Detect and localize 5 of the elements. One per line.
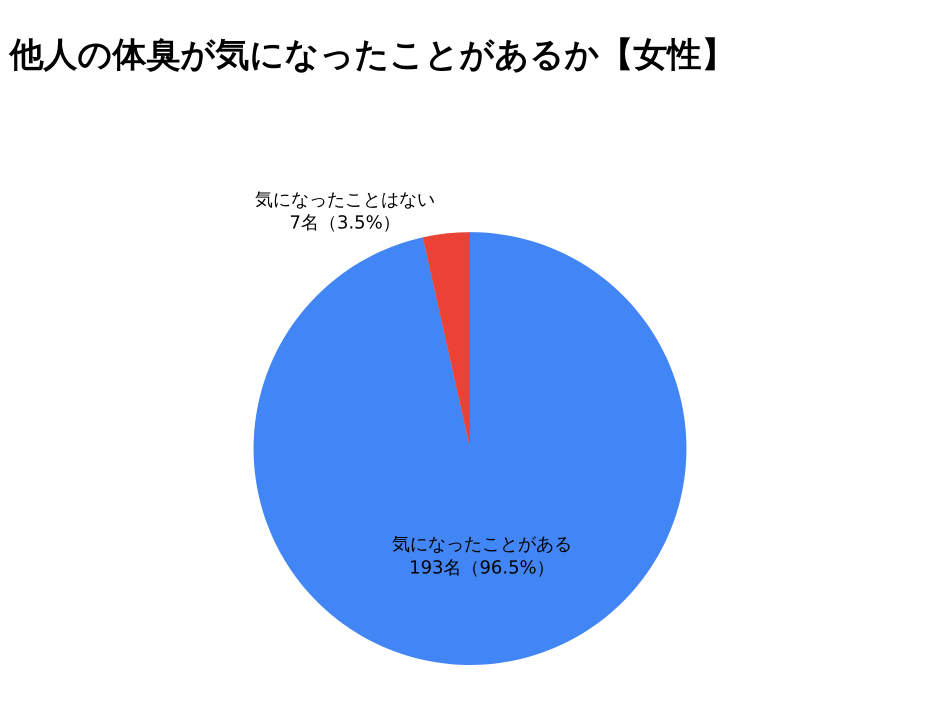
data-label: 193名（96.5%）	[409, 557, 555, 578]
slice-label: 気になったことがある	[392, 534, 572, 555]
chart-title: 他人の体臭が気になったことがあるか【女性】	[8, 35, 736, 76]
slice-label: 気になったことはない	[255, 189, 436, 210]
data-label: 7名（3.5%）	[290, 212, 401, 234]
